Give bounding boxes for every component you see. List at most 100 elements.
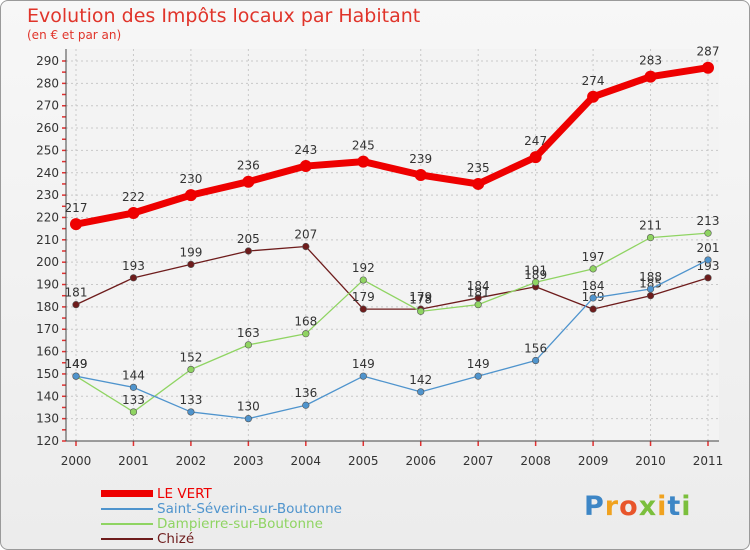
data-label: 287 (697, 45, 720, 59)
plot-area (66, 49, 719, 441)
y-tick-label: 230 (36, 188, 59, 202)
y-tick-label: 240 (36, 166, 59, 180)
x-tick-label: 2000 (61, 454, 92, 468)
data-point (244, 247, 252, 255)
y-tick-label: 200 (36, 255, 59, 269)
data-point (359, 305, 367, 313)
legend-label: Dampierre-sur-Boutonne (157, 515, 323, 532)
data-point (532, 278, 540, 286)
data-point (359, 372, 367, 380)
data-point (129, 408, 138, 416)
data-label: 197 (582, 250, 605, 264)
legend-label: LE VERT (157, 485, 212, 502)
legend-item: LE VERT (101, 485, 342, 502)
data-label: 193 (122, 259, 145, 273)
data-label: 184 (582, 279, 605, 293)
y-tick-label: 160 (36, 345, 59, 359)
data-point (302, 330, 310, 338)
data-label: 217 (65, 201, 88, 215)
logo-letter: i (681, 491, 692, 522)
logo-letter: t (667, 491, 682, 522)
data-point (187, 260, 195, 269)
data-point (72, 301, 80, 309)
data-label: 179 (352, 290, 375, 304)
data-label: 149 (352, 357, 375, 371)
y-tick-label: 280 (36, 76, 59, 90)
data-point (646, 285, 655, 293)
legend-swatch (101, 537, 153, 540)
y-tick-label: 220 (36, 210, 59, 224)
data-point (129, 383, 138, 391)
data-label: 130 (237, 400, 260, 414)
x-tick-label: 2010 (635, 454, 666, 468)
data-point (357, 155, 370, 168)
series-line-3 (75, 245, 709, 310)
data-point (472, 177, 485, 190)
data-label: 245 (352, 139, 375, 153)
x-tick-label: 2006 (405, 454, 436, 468)
data-label: 149 (65, 357, 88, 371)
data-label: 211 (639, 219, 662, 233)
y-tick-label: 290 (36, 54, 59, 68)
data-label: 142 (409, 373, 432, 387)
data-point (187, 408, 195, 416)
data-point (417, 388, 425, 396)
data-label: 163 (237, 326, 260, 340)
legend-item: Saint-Séverin-sur-Boutonne (101, 500, 342, 517)
data-point (589, 265, 597, 273)
data-label: 149 (65, 357, 88, 371)
x-tick-label: 2009 (578, 454, 609, 468)
logo-letter: P (584, 491, 605, 522)
data-label: 191 (524, 263, 547, 277)
legend-swatch (101, 490, 153, 497)
data-label: 178 (409, 292, 432, 306)
data-label: 133 (179, 393, 202, 407)
data-point (587, 90, 600, 103)
data-label: 207 (294, 228, 317, 242)
data-label: 181 (467, 286, 490, 300)
logo-letter: x (638, 491, 658, 522)
data-point (474, 301, 482, 309)
y-tick-label: 140 (36, 389, 59, 403)
data-label: 230 (179, 172, 202, 186)
data-label: 201 (697, 241, 720, 255)
data-label: 149 (467, 357, 490, 371)
data-point (242, 175, 255, 188)
logo-letter: o (619, 491, 639, 522)
legend: LE VERT Saint-Séverin-sur-Boutonne Dampier… (101, 485, 342, 547)
chart-title: Evolution des Impôts locaux par Habitant (27, 5, 421, 27)
data-point (70, 218, 82, 231)
legend-swatch (101, 507, 153, 510)
data-label: 192 (352, 261, 375, 275)
data-point (646, 292, 655, 300)
series-line-1 (75, 259, 709, 420)
data-point (589, 294, 597, 302)
x-tick-label: 2005 (348, 454, 379, 468)
data-point (127, 207, 140, 219)
data-point (474, 372, 482, 380)
y-tick-label: 260 (36, 121, 59, 135)
y-tick-label: 150 (36, 367, 59, 381)
data-point (704, 256, 712, 264)
data-point (529, 151, 542, 164)
x-tick-label: 2007 (463, 454, 494, 468)
data-label: 185 (639, 277, 662, 291)
data-label: 199 (179, 245, 202, 259)
data-label: 274 (582, 74, 605, 88)
data-label: 156 (524, 342, 547, 356)
y-tick-label: 170 (36, 322, 59, 336)
data-point (414, 169, 427, 181)
data-point (417, 307, 425, 315)
x-tick-label: 2003 (233, 454, 264, 468)
legend-label: Saint-Séverin-sur-Boutonne (157, 500, 342, 517)
y-tick-label: 210 (36, 233, 59, 247)
data-label: 235 (467, 161, 490, 175)
y-tick-label: 250 (36, 143, 59, 157)
y-tick-label: 120 (36, 434, 59, 448)
x-tick-label: 2001 (118, 454, 149, 468)
logo-letter: i (657, 491, 668, 522)
data-label: 184 (467, 279, 490, 293)
data-label: 283 (639, 54, 662, 68)
series-line-0 (72, 64, 712, 228)
